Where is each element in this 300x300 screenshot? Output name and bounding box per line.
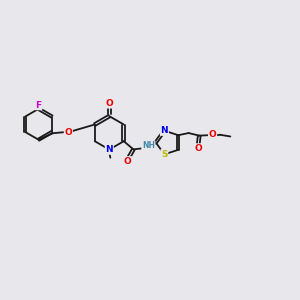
Text: O: O [64, 128, 72, 137]
Text: O: O [194, 144, 202, 153]
Text: O: O [209, 130, 216, 139]
Text: N: N [106, 145, 113, 154]
Text: F: F [35, 100, 42, 109]
Text: NH: NH [142, 141, 155, 150]
Text: S: S [161, 150, 168, 159]
Text: N: N [160, 126, 168, 135]
Text: O: O [105, 99, 113, 108]
Text: O: O [124, 157, 131, 166]
